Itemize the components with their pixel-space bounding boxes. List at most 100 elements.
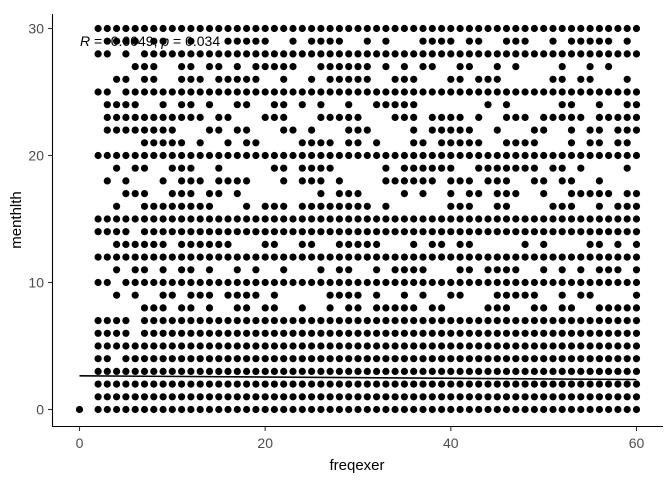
- data-point: [540, 24, 548, 33]
- data-point: [586, 24, 594, 33]
- data-point: [540, 228, 548, 236]
- data-point: [289, 88, 297, 96]
- data-point: [428, 50, 436, 58]
- data-point: [530, 380, 539, 388]
- data-point: [140, 228, 149, 236]
- data-point: [382, 317, 390, 325]
- data-point: [410, 75, 418, 83]
- data-point: [428, 126, 436, 134]
- data-point: [577, 380, 585, 388]
- data-point: [289, 393, 297, 401]
- data-point: [475, 215, 483, 223]
- data-point: [484, 75, 492, 83]
- data-point: [150, 50, 158, 58]
- data-point: [400, 342, 408, 350]
- data-point: [447, 88, 455, 96]
- data-point: [298, 405, 306, 414]
- data-point: [215, 380, 223, 388]
- data-point: [419, 278, 427, 287]
- data-point: [521, 228, 529, 236]
- data-point: [549, 88, 557, 96]
- data-point: [614, 317, 622, 325]
- data-point: [567, 304, 576, 312]
- data-point: [261, 228, 269, 236]
- data-point: [224, 329, 232, 337]
- data-point: [438, 355, 446, 363]
- data-point: [605, 88, 613, 96]
- data-point: [595, 380, 604, 388]
- data-point: [447, 139, 455, 147]
- data-point: [215, 329, 223, 337]
- data-point: [632, 304, 641, 312]
- data-point: [113, 202, 121, 210]
- data-point: [521, 253, 529, 261]
- data-point: [373, 304, 381, 312]
- data-point: [540, 317, 548, 325]
- data-point: [428, 177, 436, 185]
- data-point: [475, 405, 483, 414]
- data-point: [549, 380, 557, 388]
- data-point: [205, 228, 214, 236]
- data-point: [317, 266, 325, 274]
- data-point: [521, 355, 529, 363]
- data-point: [595, 190, 604, 198]
- data-point: [159, 139, 167, 147]
- data-point: [345, 367, 353, 375]
- data-point: [493, 266, 501, 274]
- data-point: [567, 228, 576, 236]
- data-point: [493, 329, 501, 337]
- data-point: [530, 367, 539, 375]
- data-point: [391, 228, 399, 236]
- data-point: [122, 215, 130, 223]
- data-point: [178, 113, 186, 121]
- data-point: [595, 240, 604, 248]
- data-point: [512, 342, 520, 350]
- data-point: [400, 215, 408, 223]
- data-point: [280, 342, 288, 350]
- data-point: [586, 291, 594, 299]
- data-point: [558, 278, 566, 287]
- data-point: [428, 228, 436, 236]
- data-point: [632, 355, 641, 363]
- data-point: [345, 139, 353, 147]
- data-point: [335, 253, 343, 261]
- data-point: [326, 50, 334, 58]
- data-point: [140, 190, 149, 198]
- data-point: [215, 151, 223, 160]
- data-point: [354, 126, 362, 134]
- data-point: [595, 24, 604, 33]
- data-point: [373, 291, 381, 299]
- data-point: [586, 151, 594, 160]
- data-point: [289, 126, 297, 134]
- data-point: [632, 266, 641, 274]
- data-point: [623, 190, 631, 198]
- data-point: [493, 278, 501, 287]
- data-point: [540, 304, 548, 312]
- data-point: [215, 342, 223, 350]
- data-point: [131, 164, 139, 172]
- data-point: [577, 266, 585, 274]
- data-point: [373, 139, 381, 147]
- data-point: [122, 88, 130, 96]
- data-point: [530, 317, 539, 325]
- data-point: [280, 101, 288, 109]
- data-point: [484, 88, 492, 96]
- data-point: [308, 329, 316, 337]
- data-point: [354, 151, 362, 160]
- data-point: [224, 177, 232, 185]
- data-point: [456, 405, 464, 414]
- data-point: [391, 266, 399, 274]
- data-point: [308, 405, 316, 414]
- data-point: [233, 317, 241, 325]
- data-point: [614, 151, 622, 160]
- data-point: [465, 151, 473, 160]
- data-point: [493, 291, 501, 299]
- data-point: [131, 367, 139, 375]
- data-point: [178, 139, 186, 147]
- data-point: [94, 215, 102, 223]
- data-point: [335, 317, 343, 325]
- data-point: [567, 355, 576, 363]
- data-point: [243, 101, 251, 109]
- data-point: [196, 367, 204, 375]
- data-point: [140, 151, 149, 160]
